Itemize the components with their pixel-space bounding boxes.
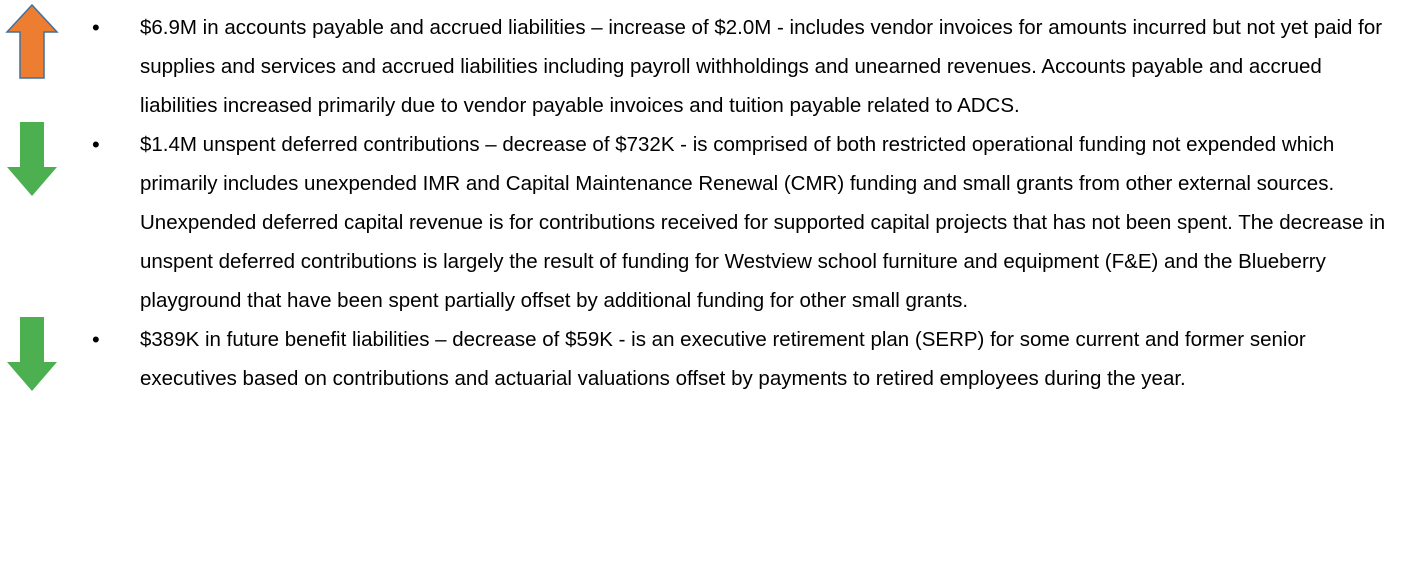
bullet: •	[92, 132, 100, 157]
document: • $6.9M in accounts payable and accrued …	[0, 3, 1390, 398]
item-text: $6.9M in accounts payable and accrued li…	[140, 16, 1383, 117]
down-arrow-icon	[7, 122, 57, 196]
bullet: •	[92, 15, 100, 40]
up-arrow-icon	[5, 3, 59, 79]
list-item: • $1.4M unspent deferred contributions –…	[0, 122, 1390, 320]
bullet: •	[92, 327, 100, 352]
item-text: $1.4M unspent deferred contributions – d…	[140, 133, 1386, 312]
list-item: • $389K in future benefit liabilities – …	[0, 317, 1390, 398]
item-text: $389K in future benefit liabilities – de…	[140, 328, 1306, 390]
list-item: • $6.9M in accounts payable and accrued …	[0, 3, 1390, 125]
down-arrow-icon	[7, 317, 57, 391]
